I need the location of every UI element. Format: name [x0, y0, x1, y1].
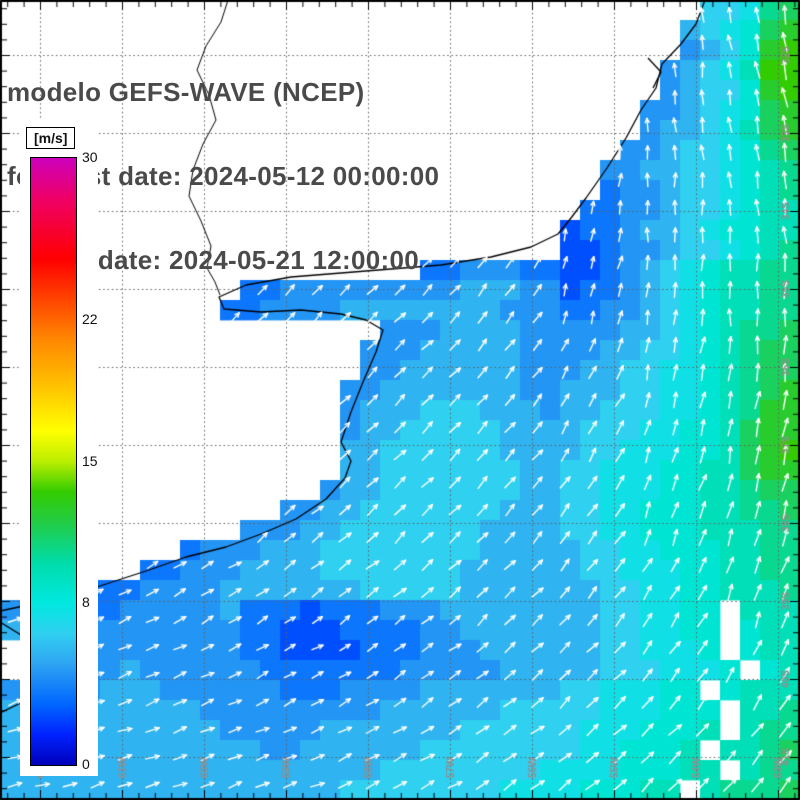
- colorbar-tick-label: 30: [82, 149, 98, 165]
- colorbar: [30, 157, 77, 766]
- model-title: modelo GEFS-WAVE (NCEP): [7, 77, 365, 107]
- colorbar-tick-label: 8: [82, 594, 90, 611]
- colorbar-tick-label: 22: [82, 310, 98, 327]
- colorbar-tick-label: 15: [82, 452, 98, 469]
- colorbar-tick-label: 0: [82, 756, 90, 772]
- colorbar-units-label: [m/s]: [26, 127, 76, 149]
